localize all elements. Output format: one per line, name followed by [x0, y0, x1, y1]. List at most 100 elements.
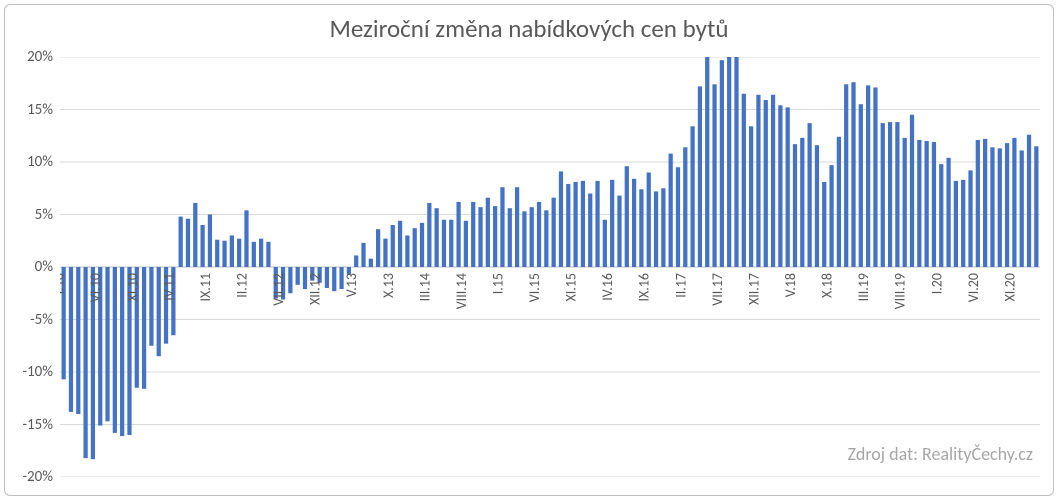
bar: [325, 267, 329, 288]
bar: [610, 180, 614, 267]
bar: [917, 140, 921, 267]
x-tick-label: VIII.14: [453, 273, 470, 309]
x-tick-label: VI.20: [965, 273, 982, 302]
x-tick-label: XI.15: [563, 273, 580, 302]
bar: [69, 267, 73, 412]
bar: [149, 267, 153, 346]
bar: [983, 139, 987, 267]
bar: [727, 57, 731, 267]
bar: [588, 194, 592, 268]
bar: [215, 240, 219, 267]
bar: [888, 122, 892, 267]
bar: [581, 181, 585, 267]
y-tick-label: 10%: [3, 153, 53, 171]
bar: [361, 243, 365, 267]
y-tick-label: 20%: [3, 48, 53, 66]
x-tick-label: X.18: [819, 273, 836, 298]
bar: [910, 115, 914, 267]
bar: [464, 221, 468, 267]
y-tick-label: -20%: [3, 468, 53, 486]
bar: [771, 95, 775, 267]
bar: [252, 242, 256, 267]
bar: [661, 188, 665, 267]
bar: [383, 239, 387, 267]
bar: [968, 170, 972, 267]
y-tick-label: -5%: [3, 311, 53, 329]
bar: [632, 179, 636, 267]
bar: [522, 211, 526, 267]
bar: [478, 207, 482, 267]
bar: [734, 57, 738, 267]
bar: [859, 104, 863, 267]
bar: [573, 182, 577, 267]
bar: [486, 198, 490, 267]
x-tick-label: III.19: [855, 273, 872, 301]
bar: [647, 173, 651, 268]
bar: [690, 126, 694, 267]
chart-frame: Meziroční změna nabídkových cen bytů I.1…: [4, 4, 1054, 496]
bar: [493, 206, 497, 267]
bar: [142, 267, 146, 389]
bar: [552, 198, 556, 267]
bar: [946, 158, 950, 267]
bar: [786, 107, 790, 267]
x-tick-label: I.20: [928, 273, 945, 294]
bar: [1020, 150, 1024, 267]
bar: [939, 164, 943, 267]
bar: [456, 202, 460, 267]
x-tick-label: VII.17: [709, 273, 726, 306]
x-tick-label: VII.12: [270, 273, 287, 306]
bar: [500, 187, 504, 267]
bar: [237, 239, 241, 267]
bars: [62, 57, 1039, 459]
bar: [961, 180, 965, 267]
bar: [1034, 146, 1038, 267]
x-tick-label: XI.20: [1001, 273, 1018, 302]
bar: [712, 84, 716, 267]
bar: [954, 181, 958, 267]
bar: [508, 208, 512, 267]
bar: [405, 236, 409, 268]
x-tick-label: VIII.19: [892, 273, 909, 309]
x-tick-label: XI.10: [124, 273, 141, 302]
x-tick-label: I.15: [489, 273, 506, 294]
bar: [793, 144, 797, 267]
bar: [259, 239, 263, 267]
bar: [625, 166, 629, 267]
bar: [288, 267, 292, 293]
bar: [113, 267, 117, 433]
x-tick-label: IV.16: [599, 273, 616, 301]
bar: [544, 210, 548, 267]
bar: [595, 181, 599, 267]
x-tick-label: V.13: [343, 273, 360, 297]
bar: [530, 207, 534, 267]
bar: [829, 165, 833, 267]
bar: [844, 84, 848, 267]
bar: [222, 241, 226, 267]
bar: [332, 267, 336, 291]
bar: [698, 86, 702, 267]
bar: [427, 203, 431, 267]
bar: [873, 87, 877, 267]
source-attribution: Zdroj dat: RealityČechy.cz: [848, 443, 1033, 465]
bar: [676, 167, 680, 267]
x-tick-label: XII.17: [745, 273, 762, 305]
bar: [193, 203, 197, 267]
bar: [903, 138, 907, 267]
bar: [800, 138, 804, 267]
bar: [369, 259, 373, 267]
bar: [515, 187, 519, 267]
y-tick-label: -15%: [3, 416, 53, 434]
plot-area: I.10VI.10XI.10IV.11IX.11II.12VII.12XII.1…: [60, 57, 1040, 477]
bar: [822, 182, 826, 267]
bar: [815, 145, 819, 267]
bar: [1027, 135, 1031, 267]
bar: [179, 217, 183, 267]
bar: [932, 142, 936, 267]
bar: [354, 255, 358, 267]
x-tick-label: VI.15: [526, 273, 543, 302]
bar: [683, 147, 687, 267]
bar: [639, 189, 643, 267]
x-tick-label: I.10: [60, 273, 68, 294]
bar: [449, 220, 453, 267]
